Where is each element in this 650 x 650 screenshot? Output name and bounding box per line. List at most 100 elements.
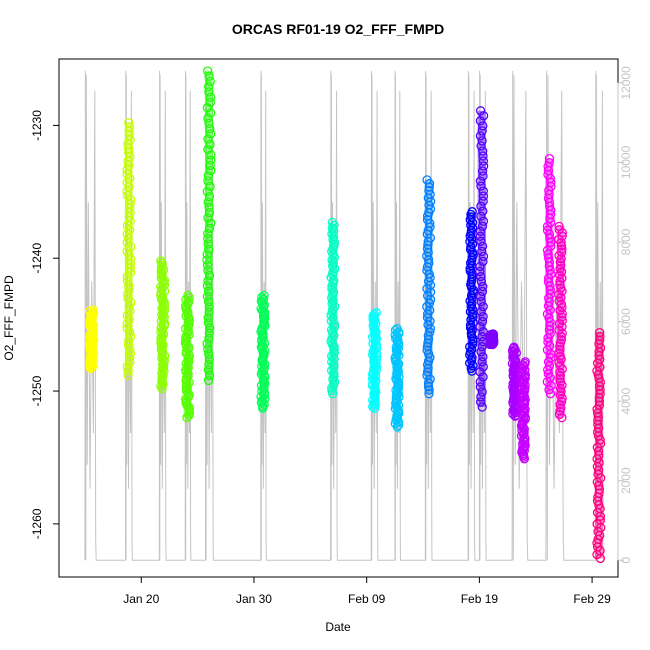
- data-point: [475, 322, 485, 332]
- y2-tick-label: 10000: [619, 145, 633, 179]
- data-point: [204, 82, 214, 92]
- series-band: [556, 226, 565, 418]
- data-point: [204, 349, 214, 359]
- data-point: [468, 288, 478, 298]
- data-point: [555, 341, 565, 351]
- data-point: [204, 192, 215, 202]
- series-band: [328, 222, 337, 394]
- data-point: [468, 223, 478, 233]
- series-band: [487, 333, 496, 345]
- x-tick-label: Jan 20: [123, 592, 159, 606]
- plot-frame: [58, 58, 619, 578]
- data-point: [475, 176, 486, 186]
- data-point: [203, 375, 214, 386]
- data-point: [478, 301, 488, 312]
- data-point: [390, 403, 400, 414]
- data-point: [203, 318, 213, 328]
- y-tick-label: -1240: [30, 243, 44, 274]
- x-axis-label: Date: [325, 620, 351, 634]
- data-point: [205, 92, 216, 102]
- data-point: [555, 374, 565, 384]
- data-point: [478, 161, 489, 171]
- data-point: [330, 264, 340, 274]
- data-point: [158, 340, 168, 350]
- data-point: [423, 363, 433, 373]
- data-point: [204, 360, 214, 370]
- data-point: [159, 355, 169, 365]
- data-point: [467, 207, 477, 217]
- data-point: [478, 281, 488, 292]
- data-point: [125, 259, 136, 269]
- data-series: [367, 308, 382, 413]
- data-point: [554, 221, 564, 232]
- data-point: [203, 312, 213, 323]
- data-point: [554, 318, 565, 329]
- data-point: [123, 233, 133, 243]
- data-point: [203, 234, 213, 244]
- data-point: [556, 387, 566, 397]
- data-point: [203, 265, 213, 275]
- data-point: [392, 323, 402, 334]
- data-point: [555, 344, 565, 355]
- data-point: [203, 365, 214, 375]
- data-point: [158, 329, 169, 340]
- y-axis-right: 0 2000 4000 6000 8000 10000 12000: [617, 66, 633, 564]
- data-point: [369, 356, 379, 366]
- data-point: [329, 368, 339, 379]
- data-point: [557, 315, 567, 326]
- data-point: [206, 155, 216, 165]
- data-point: [203, 176, 213, 186]
- data-point: [327, 386, 337, 396]
- data-point: [477, 246, 487, 257]
- y2-tick-label: 4000: [619, 388, 633, 415]
- y2-tick-label: 6000: [619, 308, 633, 335]
- data-point: [329, 362, 339, 373]
- data-point: [546, 177, 556, 188]
- data-point: [557, 244, 567, 254]
- data-point: [204, 223, 215, 233]
- data-point: [125, 306, 135, 316]
- data-point: [544, 157, 554, 168]
- data-point: [476, 236, 486, 246]
- series-band: [370, 312, 379, 409]
- data-point: [465, 320, 476, 330]
- data-point: [329, 319, 339, 329]
- data-point: [391, 397, 401, 407]
- data-point: [124, 118, 134, 128]
- data-point: [158, 264, 169, 275]
- data-point: [520, 357, 530, 367]
- data-point: [205, 139, 215, 150]
- data-point: [204, 207, 215, 218]
- y2-tick-label: 8000: [619, 228, 633, 255]
- data-point: [159, 305, 170, 316]
- data-point: [124, 284, 134, 295]
- data-point: [476, 181, 486, 191]
- data-point: [368, 379, 378, 389]
- data-point: [125, 199, 135, 209]
- data-point: [123, 293, 133, 303]
- data-point: [327, 217, 337, 228]
- series-band: [258, 295, 267, 409]
- data-point: [204, 333, 214, 344]
- data-point: [122, 190, 133, 201]
- data-point: [477, 221, 488, 231]
- x-tick-label: Feb 09: [348, 592, 386, 606]
- data-point: [202, 339, 212, 349]
- data-point: [475, 291, 486, 302]
- data-point: [477, 241, 488, 251]
- data-point: [555, 280, 565, 290]
- data-point: [475, 397, 486, 407]
- data-point: [204, 307, 214, 317]
- data-point: [545, 317, 555, 327]
- data-point: [205, 160, 215, 171]
- data-series: [554, 221, 568, 423]
- data-point: [329, 354, 339, 364]
- y2-tick-label: 0: [619, 557, 633, 564]
- data-series: [326, 217, 340, 399]
- data-point: [204, 87, 214, 97]
- data-point: [478, 372, 488, 382]
- data-point: [203, 239, 213, 249]
- series-band: [87, 310, 96, 369]
- data-point: [478, 256, 488, 267]
